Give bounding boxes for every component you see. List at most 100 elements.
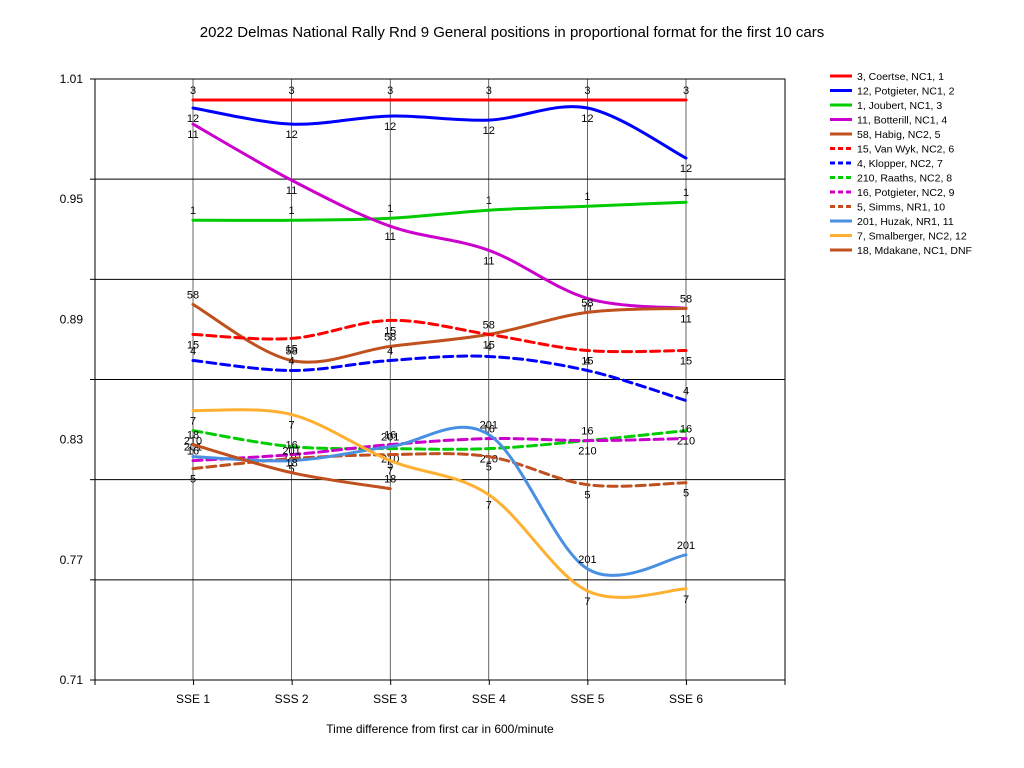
data-label: 7 bbox=[683, 594, 689, 606]
data-label: 16 bbox=[187, 446, 199, 458]
data-label: 1 bbox=[289, 205, 295, 217]
series-line bbox=[191, 302, 688, 364]
data-label: 12 bbox=[384, 121, 396, 133]
data-label: 4 bbox=[486, 341, 492, 353]
series-line bbox=[191, 105, 688, 160]
data-label: 58 bbox=[581, 297, 593, 309]
data-label: 58 bbox=[483, 319, 495, 331]
data-label: 15 bbox=[384, 325, 396, 337]
data-label: 16 bbox=[680, 424, 692, 436]
legend-entry: 11, Botterill, NC1, 4 bbox=[857, 115, 947, 127]
data-label: 7 bbox=[190, 416, 196, 428]
data-label: 1 bbox=[190, 205, 196, 217]
data-label: 15 bbox=[187, 339, 199, 351]
legend-entry: 3, Coertse, NC1, 1 bbox=[857, 71, 944, 83]
data-label: 7 bbox=[289, 420, 295, 432]
data-label: 11 bbox=[286, 185, 297, 197]
x-tick-label: SSE 1 bbox=[176, 692, 210, 706]
data-label: 58 bbox=[680, 293, 692, 305]
data-label: 15 bbox=[680, 355, 692, 367]
data-label: 11 bbox=[483, 255, 494, 267]
data-label: 201 bbox=[578, 554, 596, 566]
x-tick-label: SSE 3 bbox=[373, 692, 407, 706]
data-label: 18 bbox=[285, 458, 297, 470]
legend-entry: 18, Mdakane, NC1, DNF bbox=[857, 245, 972, 257]
legend-entry: 58, Habig, NC2, 5 bbox=[857, 129, 941, 141]
chart-title: 2022 Delmas National Rally Rnd 9 General… bbox=[199, 24, 825, 41]
series-line bbox=[191, 408, 688, 599]
data-label: 16 bbox=[384, 430, 396, 442]
data-label: 5 bbox=[584, 490, 590, 502]
series-line bbox=[191, 425, 688, 577]
legend-entry: 201, Huzak, NR1, 11 bbox=[857, 216, 954, 228]
y-tick-label: 0.83 bbox=[60, 433, 84, 447]
data-label: 5 bbox=[683, 488, 689, 500]
data-label: 4 bbox=[289, 355, 295, 367]
data-label: 12 bbox=[581, 113, 593, 125]
series-line bbox=[191, 429, 688, 451]
data-label: 58 bbox=[384, 331, 396, 343]
series-line bbox=[191, 452, 688, 488]
data-label: 3 bbox=[584, 85, 590, 97]
data-label: 4 bbox=[387, 345, 393, 357]
data-label: 4 bbox=[190, 345, 196, 357]
series-line bbox=[191, 318, 688, 354]
data-label: 3 bbox=[683, 85, 689, 97]
data-label: 11 bbox=[187, 129, 198, 141]
data-label: 7 bbox=[584, 596, 590, 608]
data-label: 3 bbox=[387, 85, 393, 97]
data-label: 4 bbox=[584, 355, 590, 367]
legend-entry: 7, Smalberger, NC2, 12 bbox=[857, 231, 967, 243]
data-label: 5 bbox=[289, 464, 295, 476]
data-label: 16 bbox=[285, 440, 297, 452]
data-label: 11 bbox=[582, 303, 593, 315]
data-label: 58 bbox=[187, 289, 199, 301]
legend-entry: 210, Raaths, NC2, 8 bbox=[857, 173, 952, 185]
y-tick-label: 0.71 bbox=[60, 673, 84, 687]
y-tick-label: 1.01 bbox=[60, 72, 84, 86]
series-line bbox=[191, 436, 688, 463]
data-label: 3 bbox=[190, 85, 196, 97]
data-label: 3 bbox=[486, 85, 492, 97]
data-label: 12 bbox=[680, 163, 692, 175]
x-tick-label: SSE 4 bbox=[472, 692, 506, 706]
data-label: 11 bbox=[384, 231, 395, 243]
legend-entry: 1, Joubert, NC1, 3 bbox=[857, 100, 942, 112]
data-label: 1 bbox=[486, 195, 492, 207]
data-label: 18 bbox=[384, 474, 396, 486]
data-label: 4 bbox=[683, 386, 689, 398]
data-label: 1 bbox=[387, 203, 393, 215]
data-label: 15 bbox=[285, 343, 297, 355]
data-label: 12 bbox=[285, 129, 297, 141]
data-label: 12 bbox=[483, 125, 495, 137]
data-label: 58 bbox=[285, 345, 297, 357]
y-tick-label: 0.95 bbox=[60, 192, 84, 206]
legend-entry: 5, Simms, NR1, 10 bbox=[857, 202, 945, 214]
x-tick-label: SSE 6 bbox=[669, 692, 703, 706]
legend-entry: 15, Van Wyk, NC2, 6 bbox=[857, 144, 954, 156]
x-tick-label: SSS 2 bbox=[275, 692, 309, 706]
y-tick-label: 0.89 bbox=[60, 312, 84, 326]
data-label: 11 bbox=[680, 313, 691, 325]
data-label: 1 bbox=[683, 187, 689, 199]
data-label: 7 bbox=[387, 466, 393, 478]
data-label: 5 bbox=[486, 462, 492, 474]
data-label: 16 bbox=[581, 426, 593, 438]
data-label: 201 bbox=[480, 420, 498, 432]
data-label: 201 bbox=[282, 446, 300, 458]
y-tick-label: 0.77 bbox=[60, 553, 84, 567]
data-label: 5 bbox=[387, 460, 393, 472]
data-label: 1 bbox=[584, 191, 590, 203]
series-line bbox=[191, 354, 688, 402]
x-tick-label: SSE 5 bbox=[570, 692, 604, 706]
legend-entry: 12, Potgieter, NC1, 2 bbox=[857, 86, 955, 98]
data-label: 7 bbox=[486, 500, 492, 512]
x-axis-label: Time difference from first car in 600/mi… bbox=[326, 722, 554, 736]
data-label: 201 bbox=[677, 540, 695, 552]
series-line bbox=[191, 122, 688, 310]
data-label: 12 bbox=[187, 113, 199, 125]
data-label: 18 bbox=[187, 430, 199, 442]
legend-entry: 16, Potgieter, NC2, 9 bbox=[857, 187, 955, 199]
